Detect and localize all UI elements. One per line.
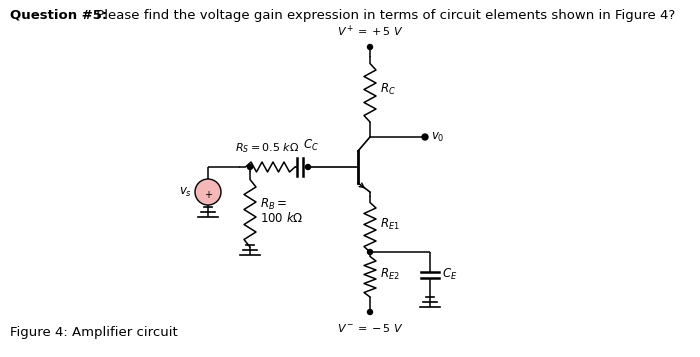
Text: Figure 4: Amplifier circuit: Figure 4: Amplifier circuit	[10, 326, 178, 339]
Text: $C_C$: $C_C$	[303, 138, 319, 153]
Text: $C_E$: $C_E$	[442, 267, 457, 282]
Text: $R_B=$: $R_B=$	[260, 197, 287, 212]
Text: $R_S=0.5$ k$\Omega$: $R_S=0.5$ k$\Omega$	[235, 141, 300, 155]
Text: $V^+=+5$ V: $V^+=+5$ V	[337, 24, 403, 39]
Text: $100$ k$\Omega$: $100$ k$\Omega$	[260, 211, 304, 225]
Text: Please find the voltage gain expression in terms of circuit elements shown in Fi: Please find the voltage gain expression …	[92, 9, 676, 22]
Circle shape	[305, 165, 311, 170]
Circle shape	[248, 165, 253, 170]
Circle shape	[368, 250, 372, 255]
Circle shape	[368, 45, 372, 50]
Circle shape	[422, 134, 428, 140]
Text: $R_{E2}$: $R_{E2}$	[380, 267, 400, 282]
Text: $R_C$: $R_C$	[380, 82, 396, 97]
Text: $v_s$: $v_s$	[179, 185, 192, 198]
Circle shape	[368, 310, 372, 315]
Text: $v_0$: $v_0$	[431, 130, 444, 144]
Text: $R_{E1}$: $R_{E1}$	[380, 217, 400, 232]
Circle shape	[195, 179, 221, 205]
Text: Question #5:: Question #5:	[10, 9, 107, 22]
Text: $V^-=-5$ V: $V^-=-5$ V	[337, 322, 403, 334]
Text: +: +	[204, 190, 212, 200]
